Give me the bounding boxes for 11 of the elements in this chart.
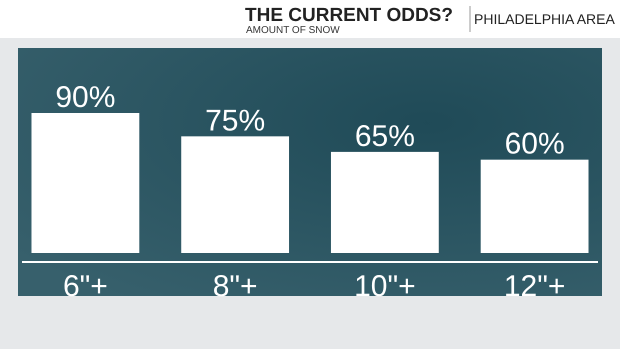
data-label: 90%: [55, 81, 116, 114]
chart-title: THE CURRENT ODDS?: [245, 5, 453, 26]
data-label: 75%: [205, 104, 266, 138]
chart-subtitle: AMOUNT OF SNOW: [246, 25, 340, 36]
x-tick-label: 10"+: [354, 270, 416, 303]
x-tick-label: 12"+: [504, 270, 566, 303]
data-label: 60%: [504, 128, 565, 161]
text: PHILADELPHIA AREA: [474, 11, 616, 27]
x-tick-label: 8"+: [212, 270, 258, 303]
x-tick-label: 6"+: [62, 270, 108, 303]
data-label: 65%: [354, 120, 415, 153]
